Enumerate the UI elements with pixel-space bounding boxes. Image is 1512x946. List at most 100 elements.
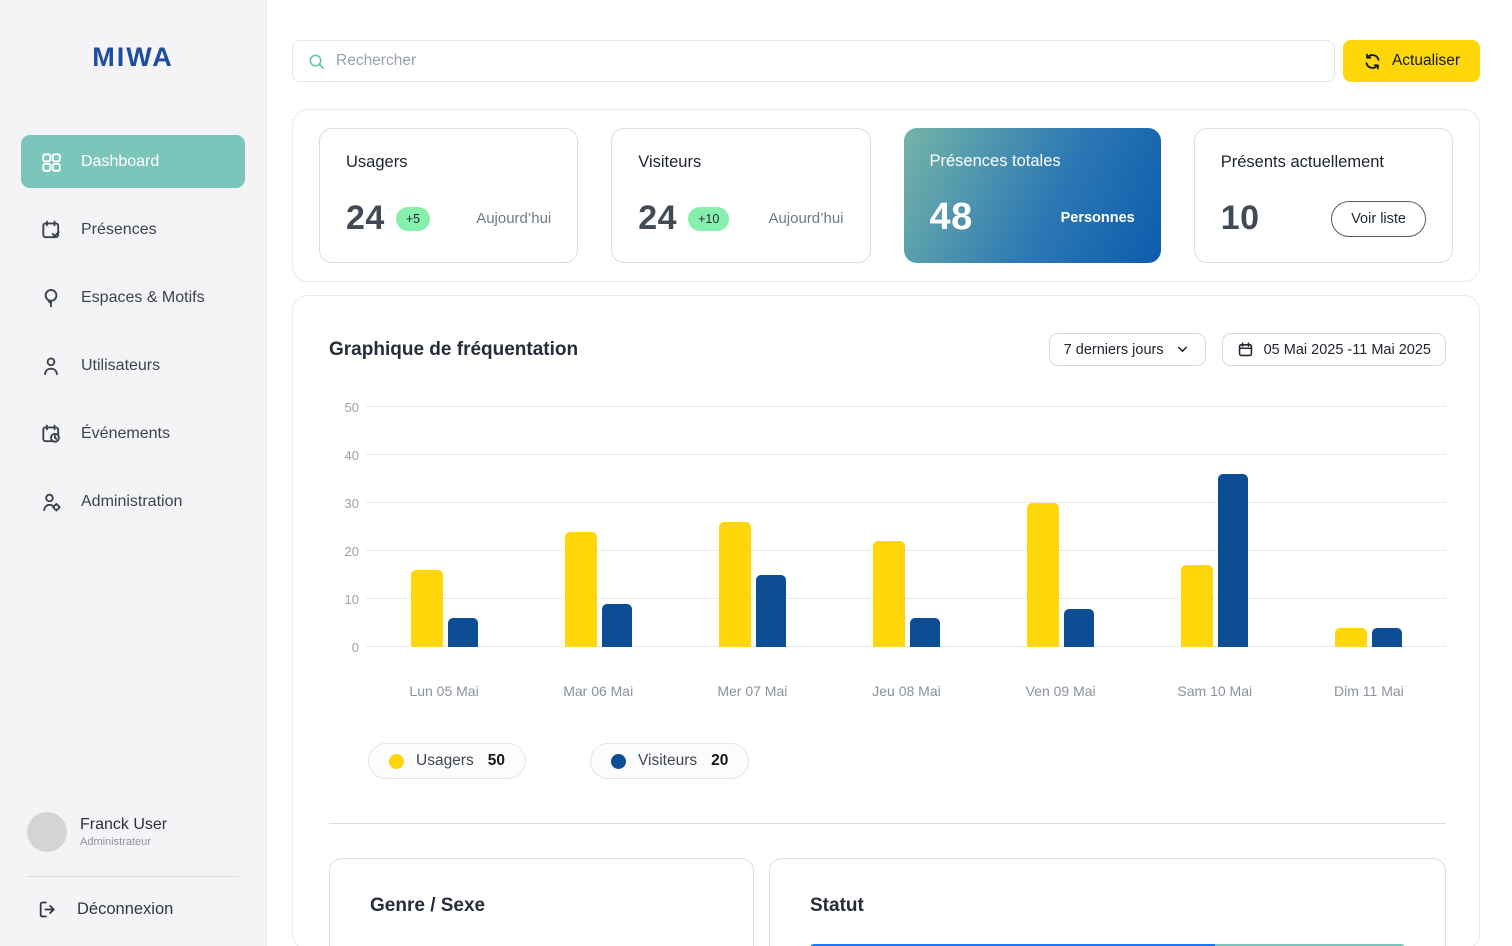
logout-icon [39, 901, 55, 918]
presences-icon [42, 220, 60, 238]
sidebar-divider [27, 876, 239, 877]
y-axis-tick: 50 [344, 400, 359, 415]
statut-bar-segment-1 [810, 944, 1215, 946]
sidebar-item-label: Présences [81, 220, 157, 238]
bar-usagers [564, 531, 597, 647]
bar-usagers [718, 522, 751, 647]
y-axis-tick: 20 [344, 544, 359, 559]
chevron-down-icon [1177, 346, 1187, 352]
stat-card-usagers: Usagers 24 +5 Aujourd’hui [319, 128, 579, 263]
chart-groups [367, 407, 1446, 647]
legend-pill-visiteurs[interactable]: Visiteurs 20 [589, 743, 750, 779]
range-select-value: 7 derniers jours [1063, 341, 1164, 358]
bar-group [1292, 627, 1446, 647]
refresh-button[interactable]: Actualiser [1342, 40, 1480, 82]
legend-dot [389, 753, 404, 769]
chart-legend: Usagers 50 Visiteurs 20 [368, 743, 1446, 779]
sidebar-bottom: Franck User Administrateur Déconnexion [0, 812, 266, 946]
user-profile[interactable]: Franck User Administrateur [27, 812, 239, 852]
stat-card-presences-totales: Présences totales 48 Personnes [903, 128, 1161, 263]
y-axis-tick: 10 [344, 592, 359, 607]
stat-title: Présents actuellement [1220, 153, 1385, 171]
stat-note: Personnes [1060, 209, 1135, 226]
x-axis-label: Mer 07 Mai [717, 683, 788, 699]
main-content: Actualiser Usagers 24 +5 Aujourd’hui Vis… [267, 0, 1512, 946]
date-range-picker[interactable]: 05 Mai 2025 -11 Mai 2025 [1221, 333, 1446, 366]
legend-pill-usagers[interactable]: Usagers 50 [368, 743, 526, 779]
range-select[interactable]: 7 derniers jours [1048, 333, 1206, 366]
user-role: Administrateur [80, 836, 151, 848]
statut-title: Statut [810, 895, 864, 916]
sidebar: MIWA Dashboard Présences Espaces & Motifs U… [0, 0, 267, 946]
bar-visiteurs [1064, 608, 1095, 647]
sidebar-item-presences[interactable]: Présences [21, 203, 245, 256]
administration-icon [43, 493, 61, 512]
bar-visiteurs [1218, 474, 1249, 647]
chart-title: Graphique de fréquentation [329, 338, 579, 360]
bar-usagers [410, 570, 443, 647]
legend-label: Visiteurs [637, 752, 698, 769]
stat-delta-badge: +10 [688, 206, 730, 231]
bar-group [829, 541, 983, 647]
stat-card-visiteurs: Visiteurs 24 +10 Aujourd’hui [611, 128, 871, 263]
sidebar-item-utilisateurs[interactable]: Utilisateurs [21, 339, 245, 392]
stat-title: Usagers [346, 153, 408, 171]
gridline [367, 598, 1446, 599]
frequency-chart: 0 10 20 30 40 50 Lun 05 Mai Mar 06 Mai Mer 07 M… [333, 400, 1446, 699]
statut-stacked-bar [810, 944, 1405, 946]
stat-note: Aujourd’hui [768, 210, 844, 227]
refresh-label: Actualiser [1391, 52, 1460, 69]
gridline [367, 502, 1446, 503]
sidebar-item-administration[interactable]: Administration [21, 475, 245, 528]
avatar [27, 812, 67, 852]
sidebar-item-espaces-motifs[interactable]: Espaces & Motifs [21, 271, 245, 324]
utilisateurs-icon [44, 356, 58, 375]
chart-controls: 7 derniers jours 05 Mai 2025 -11 Mai 202… [1048, 333, 1446, 366]
bar-usagers [1027, 503, 1060, 647]
bar-visiteurs [601, 603, 632, 647]
sidebar-item-label: Administration [81, 492, 183, 510]
stat-delta-badge: +5 [395, 206, 431, 231]
refresh-icon [1365, 53, 1380, 69]
sidebar-item-dashboard[interactable]: Dashboard [21, 135, 245, 188]
y-axis-tick: 30 [344, 496, 359, 511]
search-input[interactable] [336, 52, 1320, 70]
stat-value: 10 [1220, 199, 1260, 237]
statut-card: Statut [769, 858, 1446, 946]
bar-usagers [1335, 627, 1368, 647]
stat-value: 48 [929, 196, 973, 238]
stat-card-presents-actuellement: Présents actuellement 10 Voir liste [1193, 128, 1453, 263]
x-axis-label: Dim 11 Mai [1334, 683, 1404, 699]
chart-header: Graphique de fréquentation 7 derniers jo… [329, 333, 1446, 366]
chart-plot: 0 10 20 30 40 50 [345, 400, 1446, 655]
sidebar-item-label: Dashboard [81, 152, 160, 170]
stat-note: Aujourd’hui [476, 210, 552, 227]
sidebar-item-label: Utilisateurs [81, 356, 161, 374]
x-axis-label: Lun 05 Mai [409, 683, 479, 699]
user-info: Franck User Administrateur [80, 816, 167, 848]
chart-xlabels: Lun 05 Mai Mar 06 Mai Mer 07 Mai Jeu 08 Mai… [367, 683, 1446, 699]
stat-title: Visiteurs [638, 153, 702, 171]
genre-sexe-card: Genre / Sexe [329, 858, 754, 946]
stat-title: Présences totales [929, 152, 1061, 170]
app-logo: MIWA [92, 42, 174, 72]
evenements-icon [42, 424, 60, 443]
bar-group [367, 570, 521, 647]
chart-card: Graphique de fréquentation 7 derniers jo… [292, 295, 1480, 946]
stat-value: 24 [638, 199, 678, 237]
gridline [367, 406, 1446, 407]
bar-group [1138, 474, 1292, 647]
sidebar-item-evenements[interactable]: Événements [21, 407, 245, 460]
gridline [367, 550, 1446, 551]
bar-usagers [872, 541, 905, 647]
logout-button[interactable]: Déconnexion [27, 899, 239, 920]
date-range-value: 05 Mai 2025 -11 Mai 2025 [1263, 341, 1431, 358]
gridline [367, 646, 1446, 647]
x-axis-label: Ven 09 Mai [1025, 683, 1096, 699]
bottom-cards: Genre / Sexe Statut [329, 858, 1446, 946]
legend-value: 20 [711, 752, 729, 769]
user-name: Franck User [80, 816, 168, 833]
chart-divider [329, 823, 1446, 824]
voir-liste-button[interactable]: Voir liste [1331, 200, 1426, 237]
